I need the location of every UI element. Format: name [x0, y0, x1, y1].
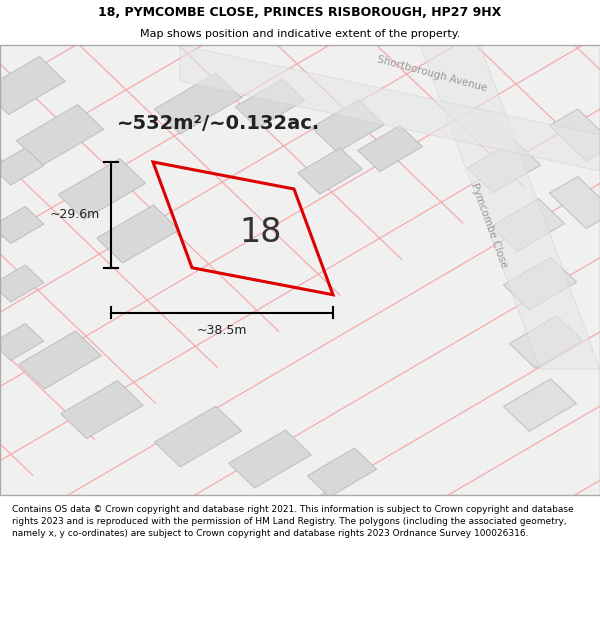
Polygon shape — [0, 265, 44, 302]
Text: Map shows position and indicative extent of the property.: Map shows position and indicative extent… — [140, 29, 460, 39]
Text: 18, PYMCOMBE CLOSE, PRINCES RISBOROUGH, HP27 9HX: 18, PYMCOMBE CLOSE, PRINCES RISBOROUGH, … — [98, 6, 502, 19]
Polygon shape — [154, 73, 242, 134]
Polygon shape — [19, 331, 101, 389]
Polygon shape — [420, 45, 600, 369]
Polygon shape — [467, 140, 541, 192]
Polygon shape — [180, 45, 600, 171]
Polygon shape — [298, 148, 362, 194]
Text: Contains OS data © Crown copyright and database right 2021. This information is : Contains OS data © Crown copyright and d… — [12, 506, 574, 538]
Polygon shape — [61, 381, 143, 439]
Text: ~532m²/~0.132ac.: ~532m²/~0.132ac. — [117, 114, 320, 133]
Polygon shape — [0, 324, 44, 361]
Polygon shape — [358, 126, 422, 172]
Text: 18: 18 — [240, 216, 282, 249]
Polygon shape — [229, 430, 311, 488]
Polygon shape — [0, 56, 65, 114]
Polygon shape — [503, 379, 577, 431]
Polygon shape — [58, 159, 146, 219]
Polygon shape — [503, 258, 577, 310]
Polygon shape — [235, 79, 305, 128]
Text: Shortborough Avenue: Shortborough Avenue — [376, 55, 488, 94]
Text: Pymcombe Close: Pymcombe Close — [469, 181, 509, 269]
Polygon shape — [491, 199, 565, 251]
Polygon shape — [307, 448, 377, 497]
Polygon shape — [509, 316, 583, 368]
Polygon shape — [311, 100, 385, 152]
Polygon shape — [154, 406, 242, 467]
Polygon shape — [97, 205, 179, 263]
Text: ~29.6m: ~29.6m — [50, 208, 100, 221]
Polygon shape — [0, 148, 44, 185]
Polygon shape — [16, 104, 104, 166]
Polygon shape — [0, 206, 44, 244]
Polygon shape — [550, 176, 600, 229]
Text: ~38.5m: ~38.5m — [197, 324, 247, 337]
Polygon shape — [550, 109, 600, 161]
